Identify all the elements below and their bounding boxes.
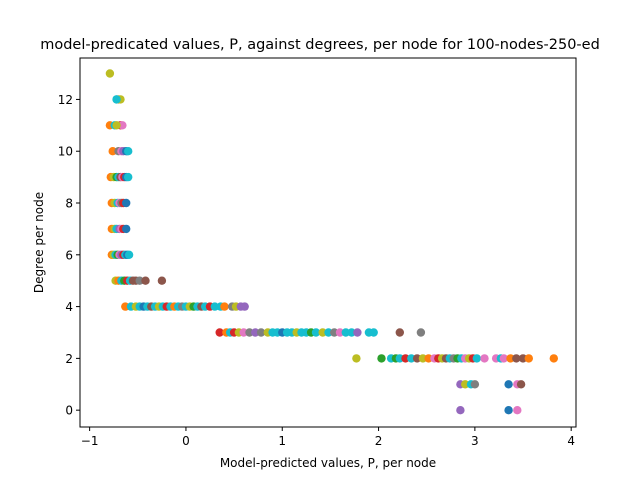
scatter-point: [480, 354, 489, 363]
x-tick-label: 2: [375, 434, 383, 448]
y-axis-ticks: 0 2 4 6 8 10 12: [58, 93, 80, 418]
scatter-point: [245, 328, 254, 337]
y-tick-label: 10: [58, 145, 73, 159]
scatter-point: [112, 121, 121, 130]
scatter-point: [210, 302, 219, 311]
scatter-point: [341, 328, 350, 337]
scatter-point: [352, 354, 361, 363]
scatter-point: [524, 354, 533, 363]
x-tick-label: 4: [567, 434, 575, 448]
x-axis-label: Model-predicted values, P, per node: [220, 456, 436, 470]
x-tick-label: −1: [81, 434, 99, 448]
scatter-point: [518, 354, 528, 363]
scatter-point: [135, 276, 144, 285]
scatter-point: [220, 302, 229, 311]
scatter-point: [401, 354, 410, 363]
scatter-point: [239, 328, 248, 337]
scatter-point: [118, 121, 127, 130]
scatter-point: [461, 380, 470, 389]
scatter-point: [407, 354, 416, 363]
scatter-point: [122, 224, 131, 234]
scatter-point: [240, 302, 249, 311]
scatter-point: [369, 328, 378, 337]
points-layer: [105, 69, 558, 415]
scatter-point: [504, 380, 513, 389]
scatter-point: [108, 147, 117, 156]
scatter-point: [311, 328, 321, 337]
scatter-point: [124, 250, 134, 259]
scatter-point: [335, 328, 345, 337]
y-tick-label: 0: [65, 404, 73, 418]
scatter-point: [157, 276, 167, 285]
y-tick-label: 6: [65, 248, 73, 262]
scatter-point: [124, 147, 133, 156]
scatter-point: [412, 354, 422, 363]
y-axis-label: Degree per node: [32, 192, 46, 293]
x-tick-label: 1: [278, 434, 286, 448]
scatter-point: [512, 354, 521, 363]
scatter-point: [122, 198, 131, 208]
scatter-point: [324, 328, 333, 337]
scatter-point: [347, 328, 356, 337]
scatter-point: [112, 95, 121, 104]
scatter-point: [504, 406, 513, 415]
y-tick-label: 2: [65, 352, 73, 366]
x-tick-label: 3: [471, 434, 479, 448]
scatter-point: [141, 276, 150, 285]
scatter-point: [549, 354, 558, 363]
scatter-point: [456, 406, 465, 415]
scatter-point: [124, 172, 133, 182]
scatter-point: [395, 328, 404, 337]
x-tick-label: 0: [182, 434, 190, 448]
scatter-point: [105, 69, 115, 78]
chart-title: model-predicated values, P, against degr…: [40, 37, 600, 53]
scatter-point: [353, 328, 362, 337]
scatter-point: [377, 354, 386, 363]
plot-frame: [79, 57, 577, 428]
x-axis-ticks: −1 0 1 2 3 4: [81, 427, 575, 448]
scatter-point: [513, 406, 522, 415]
scatter-point: [215, 328, 224, 337]
y-tick-label: 12: [58, 93, 73, 107]
scatter-point: [318, 328, 327, 337]
scatter-point: [424, 354, 433, 363]
scatter-point: [256, 328, 266, 337]
scatter-point: [472, 354, 481, 363]
scatter-point: [416, 328, 426, 337]
y-tick-label: 8: [65, 197, 73, 211]
scatter-point: [516, 380, 526, 389]
scatter-point: [251, 328, 260, 337]
y-tick-label: 4: [65, 300, 73, 314]
scatter-point: [499, 354, 508, 363]
scatter-point: [470, 380, 480, 389]
scatter-point: [506, 354, 515, 363]
